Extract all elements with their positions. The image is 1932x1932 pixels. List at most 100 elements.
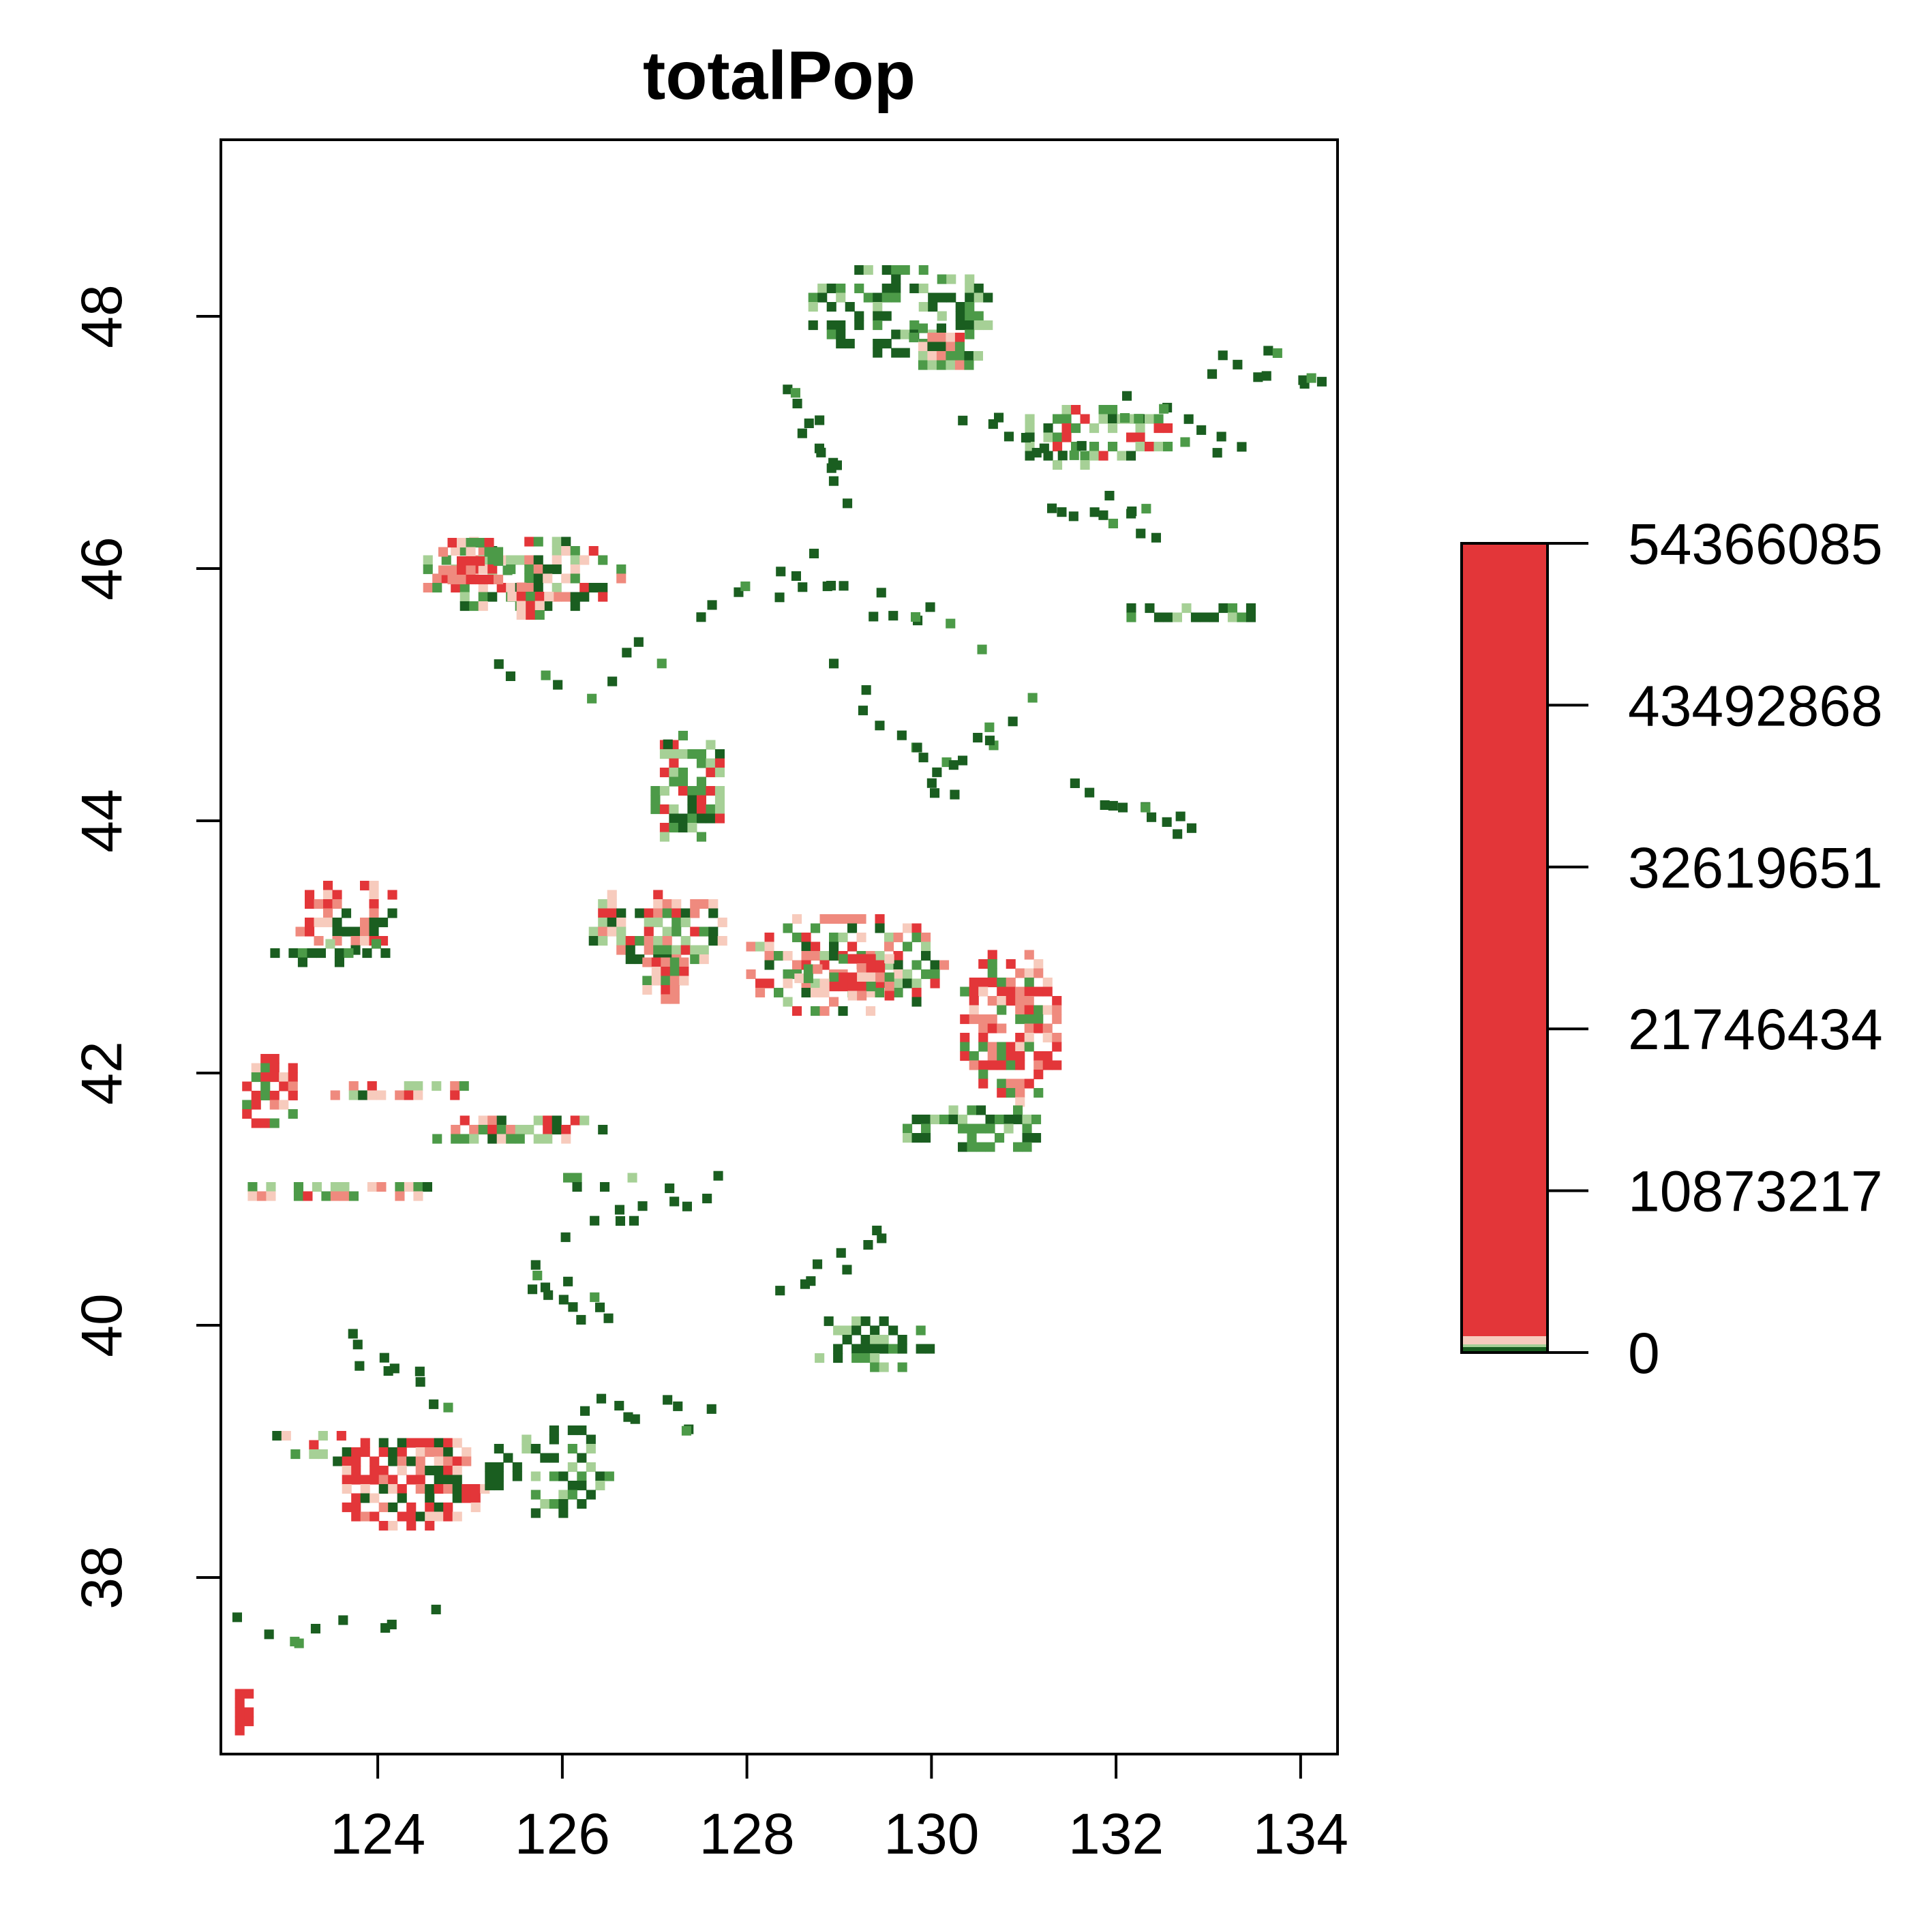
raster-cell: [1061, 432, 1072, 442]
raster-cell: [819, 1006, 830, 1016]
x-axis: 124 126 128 130 132 134: [330, 1754, 1348, 1866]
raster-cell: [579, 583, 590, 593]
raster-cell: [708, 908, 719, 918]
raster-cell: [586, 1444, 596, 1454]
raster-cell: [598, 1125, 608, 1135]
raster-cell: [1006, 959, 1016, 969]
raster-cell: [434, 1484, 444, 1494]
raster-cell: [530, 1444, 541, 1454]
raster-cell: [369, 1511, 380, 1522]
raster-cell: [272, 1431, 282, 1441]
raster-cell: [616, 564, 627, 575]
raster-cell: [288, 948, 299, 959]
raster-cell: [351, 1456, 361, 1466]
raster-cell: [967, 1123, 977, 1134]
raster-cell: [690, 926, 700, 937]
raster-cell: [912, 742, 922, 753]
raster-cell: [690, 945, 700, 955]
raster-cell: [801, 988, 811, 998]
raster-cell: [702, 1194, 712, 1204]
raster-cell: [1080, 414, 1090, 424]
raster-cell: [235, 1717, 245, 1727]
raster-cell: [533, 1115, 543, 1126]
raster-cell: [316, 948, 326, 959]
raster-cell: [714, 795, 725, 805]
raster-cell: [323, 908, 333, 918]
raster-cell: [588, 936, 599, 946]
raster-cell: [530, 1508, 541, 1518]
raster-cell: [997, 978, 1007, 988]
raster-cell: [295, 926, 305, 937]
raster-cell: [985, 1142, 995, 1152]
raster-cell: [290, 1449, 301, 1460]
raster-cell: [387, 890, 397, 900]
raster-cell: [877, 1233, 887, 1243]
raster-cell: [950, 789, 960, 800]
raster-cell: [371, 939, 381, 949]
raster-cell: [422, 1182, 432, 1192]
raster-cell: [976, 1142, 986, 1152]
raster-cell: [997, 996, 1007, 1006]
raster-cell: [235, 1698, 245, 1708]
raster-cell: [1013, 1115, 1023, 1125]
raster-cell: [755, 941, 766, 952]
raster-cell: [323, 881, 333, 891]
raster-cell: [1145, 442, 1155, 452]
raster-cell: [669, 976, 680, 986]
raster-cell: [843, 498, 853, 509]
raster-cell: [462, 1456, 472, 1466]
raster-cell: [826, 302, 836, 312]
raster-cell: [524, 555, 534, 565]
raster-cell: [893, 960, 903, 970]
raster-cell: [1033, 1051, 1044, 1061]
raster-cell: [1021, 433, 1031, 443]
raster-cell: [937, 274, 947, 284]
raster-cell: [653, 918, 663, 928]
raster-cell: [544, 592, 554, 602]
raster-cell: [911, 988, 922, 998]
raster-cell: [863, 1240, 873, 1250]
raster-cell: [627, 1173, 637, 1183]
raster-cell: [579, 555, 590, 565]
raster-cell: [696, 786, 706, 796]
raster-cell: [590, 1216, 600, 1226]
raster-cell: [505, 671, 515, 681]
raster-cell: [854, 320, 864, 331]
raster-cell: [774, 592, 785, 603]
raster-cell: [1104, 491, 1115, 501]
raster-cell: [494, 1462, 504, 1473]
raster-cell: [332, 890, 342, 900]
raster-cell: [839, 954, 849, 964]
raster-cell: [854, 284, 864, 294]
raster-cell: [1024, 996, 1034, 1006]
raster-cell: [637, 1201, 648, 1211]
raster-cell: [1015, 1042, 1025, 1052]
raster-cell: [1006, 996, 1016, 1006]
raster-cell: [644, 908, 654, 918]
raster-cell: [927, 342, 937, 352]
raster-cell: [809, 548, 819, 558]
raster-cell: [352, 1340, 363, 1350]
raster-cell: [903, 941, 913, 952]
raster-cell: [552, 564, 562, 575]
raster-cell: [653, 899, 663, 909]
raster-cell: [1042, 1051, 1053, 1061]
raster-cell: [661, 967, 671, 977]
raster-cell: [494, 1481, 504, 1491]
raster-cell: [984, 736, 995, 746]
raster-cell: [881, 265, 892, 275]
raster-cell: [595, 1302, 605, 1312]
raster-cell: [1089, 451, 1100, 461]
raster-cell: [997, 1023, 1007, 1033]
raster-cell: [494, 1471, 504, 1481]
raster-cell: [671, 926, 682, 937]
raster-cell: [549, 1499, 559, 1509]
raster-cell: [247, 1191, 258, 1201]
raster-cell: [288, 1081, 298, 1091]
raster-cell: [496, 1134, 507, 1144]
raster-cell: [888, 1344, 899, 1354]
raster-cell: [432, 1134, 442, 1144]
raster-cell: [635, 954, 645, 965]
raster-cell: [579, 592, 590, 602]
raster-cell: [360, 1447, 370, 1458]
